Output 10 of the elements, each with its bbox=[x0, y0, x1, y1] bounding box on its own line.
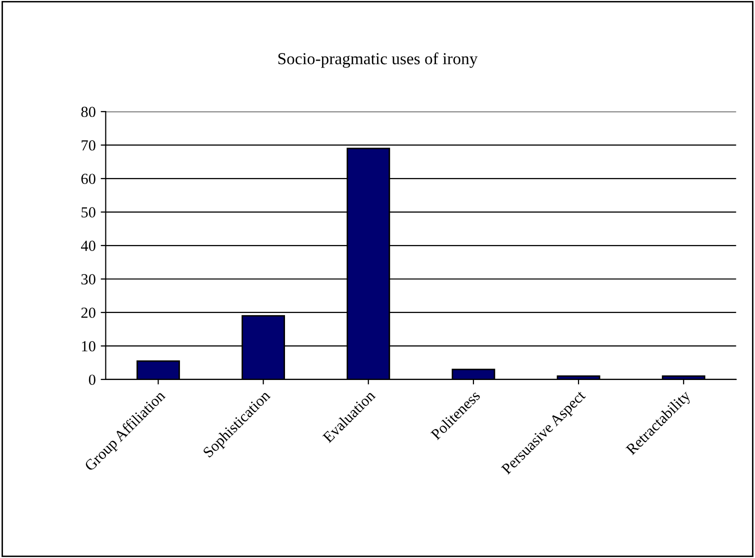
y-tick-label: 80 bbox=[81, 106, 96, 118]
y-tick-label: 30 bbox=[81, 274, 96, 284]
chart-title: Socio-pragmatic uses of irony bbox=[278, 52, 478, 68]
y-tick-label: 70 bbox=[82, 140, 96, 151]
y-tick-label: 0 bbox=[88, 374, 96, 385]
y-tick-label: 10 bbox=[82, 341, 96, 352]
y-tick-label: 50 bbox=[82, 207, 96, 218]
y-tick-label: 60 bbox=[81, 174, 96, 184]
y-tick-label: 20 bbox=[81, 308, 96, 318]
y-tick-label: 40 bbox=[81, 240, 96, 251]
